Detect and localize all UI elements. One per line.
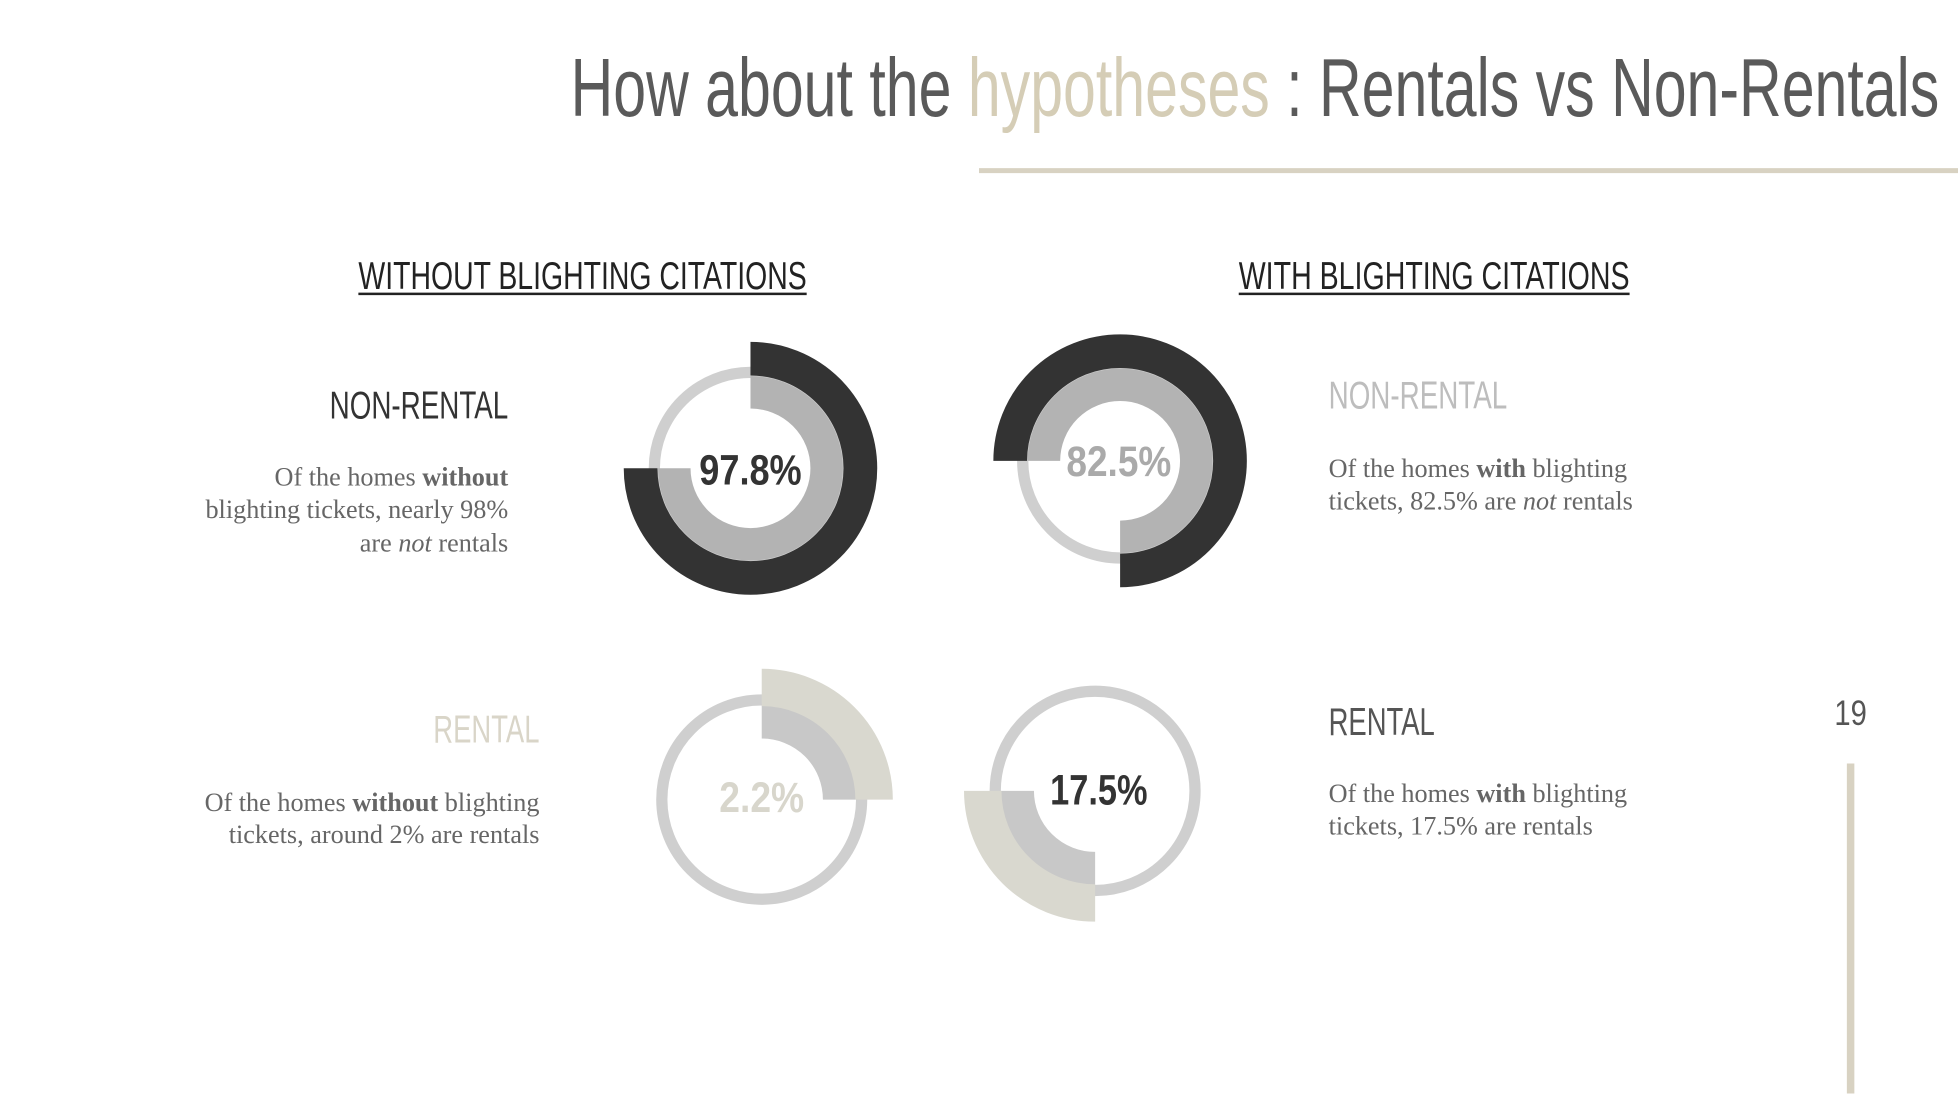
donut-graphics (623, 334, 1247, 922)
description-line: tickets, 82.5% are not rentals (1329, 486, 1633, 515)
text-run: blighting (1526, 779, 1627, 808)
slide-title: How about the hypotheses : Rentals vs No… (571, 42, 1940, 134)
description-line: tickets, 17.5% are rentals (1329, 811, 1593, 840)
page-number: 19 (1834, 694, 1866, 733)
percent-label: 82.5% (1066, 438, 1171, 485)
description-line: blighting tickets, nearly 98% (205, 495, 508, 524)
title-lead: How about the (571, 42, 952, 134)
text-run: with (1476, 454, 1526, 483)
percent-label: 2.2% (719, 774, 804, 821)
text-run: without (422, 463, 508, 492)
text-run: rentals (432, 529, 508, 558)
section-heading: WITH BLIGHTING CITATIONS (1239, 255, 1630, 298)
description-line: tickets, around 2% are rentals (229, 820, 540, 849)
group-label: RENTAL (1329, 701, 1435, 744)
donut-arc (761, 703, 858, 801)
text-run: Of the homes (205, 788, 353, 817)
group-label: NON-RENTAL (330, 385, 509, 428)
text-run: with (1476, 779, 1526, 808)
text-run: Of the homes (1329, 779, 1477, 808)
percent-label: 17.5% (1050, 767, 1147, 814)
text-run: blighting (438, 788, 539, 817)
text-run: without (352, 788, 438, 817)
group-label: NON-RENTAL (1329, 375, 1508, 418)
group-label: RENTAL (433, 708, 539, 751)
text-run: not (1523, 486, 1557, 515)
donut-arc (1027, 368, 1213, 553)
percent-label: 97.8% (699, 447, 801, 494)
description-line: Of the homes with blighting (1329, 454, 1627, 483)
description-line: Of the homes with blighting (1329, 779, 1627, 808)
title-rest: : Rentals vs Non-Rentals (1286, 42, 1939, 134)
donut-arc (658, 376, 843, 561)
text-run: tickets, 82.5% are (1329, 486, 1523, 515)
section-heading: WITHOUT BLIGHTING CITATIONS (358, 255, 806, 298)
donut-arc (761, 668, 893, 801)
description-line: Of the homes without blighting (205, 788, 540, 817)
text-run: Of the homes (275, 463, 423, 492)
text-run: are (360, 529, 399, 558)
donut-arc (998, 790, 1096, 887)
donut-arc (993, 334, 1247, 588)
description-line: are not rentals (360, 529, 508, 558)
text-run: not (398, 529, 432, 558)
donut-arc (964, 790, 1096, 922)
text-run: Of the homes (1329, 454, 1477, 483)
text-run: blighting (1526, 454, 1627, 483)
description-line: Of the homes without (275, 463, 509, 492)
donut-arc (623, 341, 878, 595)
text-run: rentals (1556, 486, 1632, 515)
title-highlight: hypotheses (968, 42, 1270, 134)
